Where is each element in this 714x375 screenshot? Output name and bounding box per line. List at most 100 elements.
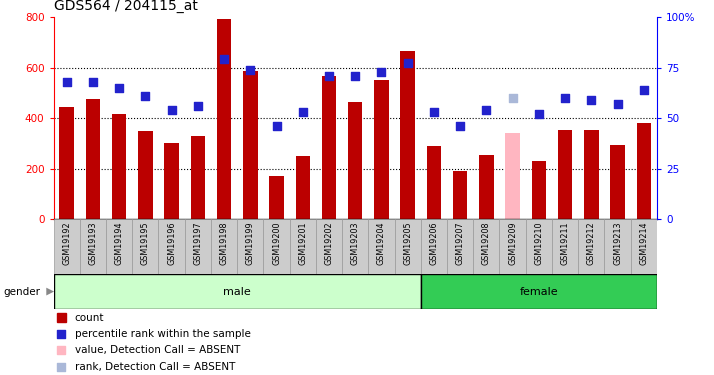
Point [56, 331, 67, 337]
Text: female: female [520, 286, 558, 297]
Bar [296, 156, 310, 219]
Text: GSM19212: GSM19212 [587, 221, 595, 265]
Point [454, 123, 466, 129]
Bar [401, 51, 415, 219]
Bar [605, 219, 630, 274]
Text: GSM19194: GSM19194 [115, 221, 124, 264]
Point [140, 93, 151, 99]
Bar [191, 136, 205, 219]
Point [323, 73, 335, 79]
Text: percentile rank within the sample: percentile rank within the sample [75, 329, 251, 339]
Bar [479, 155, 493, 219]
Point [533, 111, 545, 117]
Bar [132, 219, 159, 274]
Point [218, 56, 230, 62]
Point [297, 109, 308, 115]
Bar [558, 129, 573, 219]
Bar [421, 219, 447, 274]
Text: GSM19209: GSM19209 [508, 221, 517, 265]
Text: GSM19202: GSM19202 [324, 221, 333, 265]
Text: GSM19213: GSM19213 [613, 221, 622, 264]
Bar [610, 145, 625, 219]
Point [56, 347, 67, 353]
Point [559, 95, 570, 101]
Bar [500, 219, 526, 274]
Point [402, 60, 413, 66]
Point [638, 87, 650, 93]
Text: GSM19199: GSM19199 [246, 221, 255, 265]
Text: GSM19198: GSM19198 [220, 221, 228, 264]
Text: GSM19214: GSM19214 [639, 221, 648, 264]
Point [56, 364, 67, 370]
Bar [164, 144, 178, 219]
Point [507, 95, 518, 101]
Bar [637, 123, 651, 219]
Text: rank, Detection Call = ABSENT: rank, Detection Call = ABSENT [75, 362, 235, 372]
Text: GSM19204: GSM19204 [377, 221, 386, 264]
Bar [374, 80, 388, 219]
Bar [185, 219, 211, 274]
Point [350, 73, 361, 79]
Bar [348, 102, 363, 219]
Text: GSM19196: GSM19196 [167, 221, 176, 264]
Point [114, 85, 125, 91]
Bar [217, 20, 231, 219]
Bar [86, 99, 100, 219]
Text: GSM19195: GSM19195 [141, 221, 150, 265]
Bar [269, 176, 283, 219]
Bar [630, 219, 657, 274]
Text: GSM19207: GSM19207 [456, 221, 465, 265]
Bar [159, 219, 185, 274]
Bar [211, 219, 237, 274]
Point [61, 79, 72, 85]
Text: GSM19205: GSM19205 [403, 221, 412, 265]
Bar [106, 219, 132, 274]
Text: GSM19192: GSM19192 [62, 221, 71, 265]
Point [192, 103, 203, 109]
Text: GSM19203: GSM19203 [351, 221, 360, 264]
Point [245, 66, 256, 72]
Bar [54, 274, 421, 309]
Text: GSM19197: GSM19197 [193, 221, 202, 265]
Bar [578, 219, 605, 274]
Bar [56, 313, 66, 322]
Point [87, 79, 99, 85]
Bar [473, 219, 500, 274]
Bar [290, 219, 316, 274]
Point [428, 109, 440, 115]
Text: male: male [223, 286, 251, 297]
Bar [80, 219, 106, 274]
Bar [453, 171, 468, 219]
Bar [316, 219, 342, 274]
Text: GSM19208: GSM19208 [482, 221, 491, 264]
Bar [447, 219, 473, 274]
Point [481, 107, 492, 113]
Text: GDS564 / 204115_at: GDS564 / 204115_at [54, 0, 198, 13]
Bar [342, 219, 368, 274]
Bar [138, 131, 153, 219]
Bar [237, 219, 263, 274]
Bar [54, 219, 80, 274]
Bar [552, 219, 578, 274]
Text: GSM19201: GSM19201 [298, 221, 307, 264]
Bar [368, 219, 395, 274]
Bar [263, 219, 290, 274]
Bar [59, 107, 74, 219]
Bar [532, 161, 546, 219]
Text: GSM19211: GSM19211 [560, 221, 570, 264]
Bar [395, 219, 421, 274]
Point [376, 69, 387, 75]
Bar [506, 134, 520, 219]
Point [166, 107, 177, 113]
Bar [421, 274, 657, 309]
Bar [243, 71, 258, 219]
Bar [112, 114, 126, 219]
Point [585, 97, 597, 103]
Point [271, 123, 282, 129]
Text: GSM19206: GSM19206 [429, 221, 438, 264]
Text: GSM19193: GSM19193 [89, 221, 97, 264]
Text: count: count [75, 313, 104, 322]
Bar [322, 76, 336, 219]
Text: value, Detection Call = ABSENT: value, Detection Call = ABSENT [75, 345, 240, 355]
Point [612, 101, 623, 107]
